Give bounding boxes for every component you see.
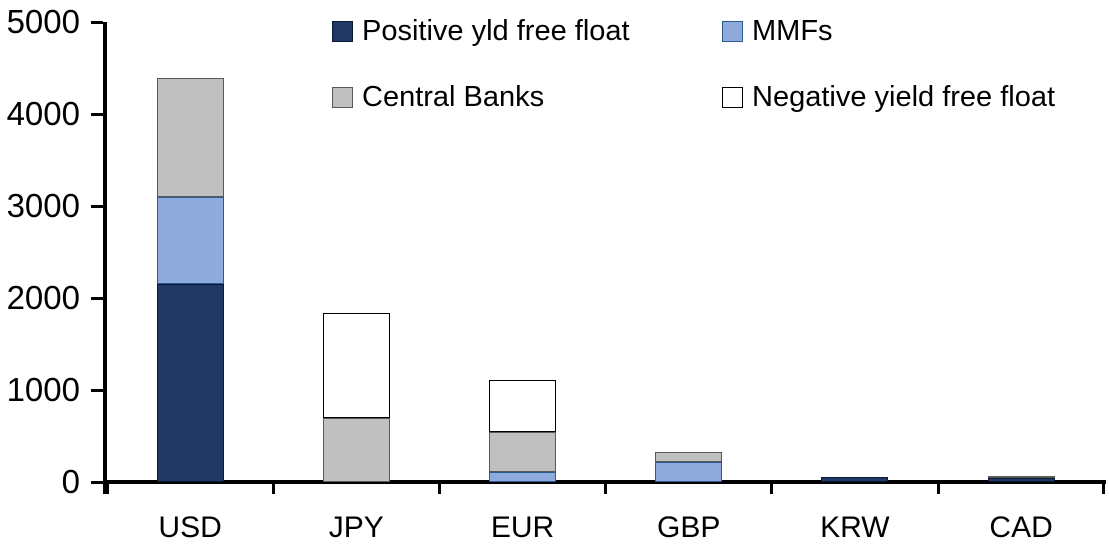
bar-segment-cad-positive-yld-free-float	[987, 477, 1055, 482]
bar-segment-eur-negative-yield-free-float	[489, 379, 556, 433]
y-tick-label: 5000	[6, 3, 80, 40]
legend-item-central-banks: Central Banks	[332, 80, 544, 114]
bar-segment-gbp-central-banks	[655, 451, 723, 462]
legend-label: Negative yield free float	[752, 81, 1056, 113]
legend-swatch-central-banks	[332, 86, 353, 108]
category-label-usd: USD	[158, 511, 222, 544]
bar-segment-eur-mmfs	[489, 471, 556, 482]
category-label-cad: CAD	[989, 511, 1053, 544]
x-tick	[271, 482, 275, 494]
bar-segment-usd-mmfs	[156, 196, 224, 285]
bar-segment-cad-central-banks	[987, 476, 1055, 479]
y-tick	[91, 112, 103, 116]
legend-swatch-positive-yld-free-float	[332, 20, 353, 42]
legend-swatch-negative-yield-free-float	[722, 86, 743, 108]
y-tick	[91, 204, 103, 208]
y-tick-label: 1000	[6, 371, 80, 408]
y-tick-label: 0	[61, 463, 80, 500]
legend-label: Central Banks	[362, 81, 545, 113]
category-label-gbp: GBP	[657, 511, 721, 544]
legend-swatch-mmfs	[722, 20, 743, 42]
legend-item-mmfs: MMFs	[722, 14, 833, 48]
x-tick	[1101, 482, 1105, 494]
y-tick-label: 3000	[6, 187, 80, 224]
category-label-eur: EUR	[490, 511, 555, 544]
y-tick	[91, 388, 103, 392]
x-tick	[770, 482, 774, 494]
x-tick	[936, 482, 940, 494]
category-label-jpy: JPY	[328, 511, 384, 544]
legend-label: Positive yld free float	[362, 15, 630, 47]
category-label-krw: KRW	[820, 511, 890, 544]
y-tick	[91, 296, 103, 300]
legend-item-positive-yld-free-float: Positive yld free float	[332, 14, 630, 48]
bar-segment-usd-positive-yld-free-float	[156, 284, 224, 482]
bar-segment-gbp-mmfs	[655, 461, 723, 482]
bar-segment-usd-central-banks	[156, 78, 224, 197]
x-tick	[105, 482, 109, 494]
bar-segment-jpy-negative-yield-free-float	[322, 312, 390, 418]
y-tick	[91, 480, 103, 484]
x-tick	[604, 482, 608, 494]
y-axis-line	[103, 22, 107, 494]
bar-segment-eur-central-banks	[489, 432, 556, 472]
legend-label: MMFs	[752, 15, 833, 47]
y-tick	[91, 20, 103, 24]
y-tick-label: 4000	[6, 95, 80, 132]
bar-segment-jpy-central-banks	[322, 417, 390, 482]
y-tick-label: 2000	[6, 279, 80, 316]
bar-segment-krw-positive-yld-free-float	[821, 477, 889, 482]
x-tick	[437, 482, 441, 494]
legend-item-negative-yield-free-float: Negative yield free float	[722, 80, 1055, 114]
